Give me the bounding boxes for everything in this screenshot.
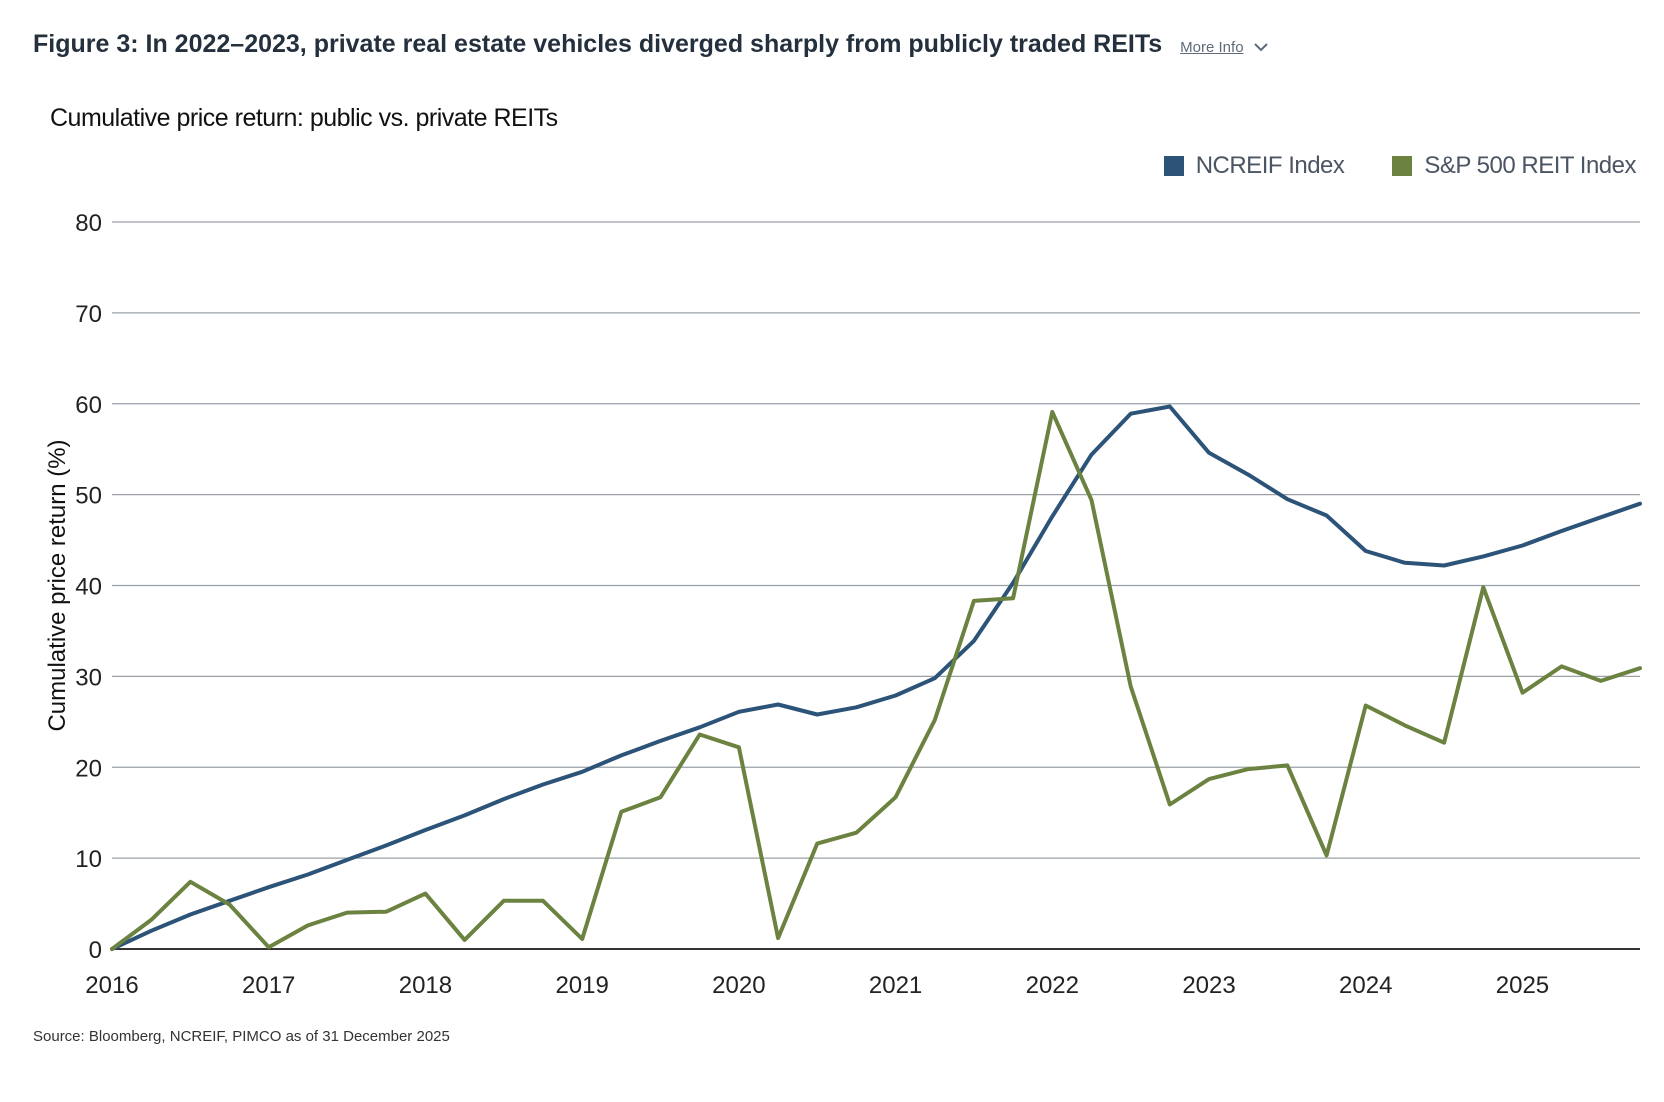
y-tick-label: 80 — [75, 210, 102, 237]
y-tick-label: 60 — [75, 392, 102, 419]
x-tick-label: 2023 — [1182, 972, 1235, 999]
figure-title: Figure 3: In 2022–2023, private real est… — [33, 30, 1163, 58]
source-note: Source: Bloomberg, NCREIF, PIMCO as of 3… — [33, 1028, 450, 1045]
x-tick-label: 2022 — [1026, 972, 1079, 999]
y-tick-label: 0 — [89, 937, 102, 964]
x-tick-label: 2020 — [712, 972, 765, 999]
y-tick-label: 40 — [75, 574, 102, 601]
chart-legend: NCREIF Index S&P 500 REIT Index — [1116, 152, 1636, 180]
x-tick-label: 2025 — [1496, 972, 1549, 999]
chevron-down-icon[interactable] — [1253, 39, 1268, 57]
legend-item-sp500-reit: S&P 500 REIT Index — [1392, 152, 1636, 180]
y-tick-label: 10 — [75, 846, 102, 873]
legend-label-ncreif: NCREIF Index — [1195, 152, 1345, 179]
legend-label-sp500-reit: S&P 500 REIT Index — [1424, 152, 1636, 179]
legend-swatch-sp500-reit — [1392, 156, 1413, 176]
more-info-toggle[interactable]: More Info — [1180, 39, 1268, 57]
x-tick-label: 2018 — [399, 972, 452, 999]
figure-header: Figure 3: In 2022–2023, private real est… — [33, 30, 1268, 59]
x-tick-label: 2019 — [555, 972, 608, 999]
x-tick-label: 2017 — [242, 972, 295, 999]
legend-swatch-ncreif — [1163, 156, 1184, 176]
y-tick-label: 30 — [75, 664, 102, 691]
y-axis-label: Cumulative price return (%) — [44, 439, 71, 731]
x-tick-label: 2016 — [85, 972, 138, 999]
legend-item-ncreif: NCREIF Index — [1163, 152, 1345, 180]
x-tick-label: 2024 — [1339, 972, 1392, 999]
chart-title: Cumulative price return: public vs. priv… — [50, 104, 558, 132]
y-tick-label: 20 — [75, 755, 102, 782]
x-tick-label: 2021 — [869, 972, 922, 999]
series-line-ncreif — [110, 404, 1642, 951]
more-info-label[interactable]: More Info — [1180, 39, 1244, 56]
y-tick-label: 50 — [75, 483, 102, 510]
y-tick-label: 70 — [75, 301, 102, 328]
series-line-sp500-reit — [110, 409, 1642, 951]
